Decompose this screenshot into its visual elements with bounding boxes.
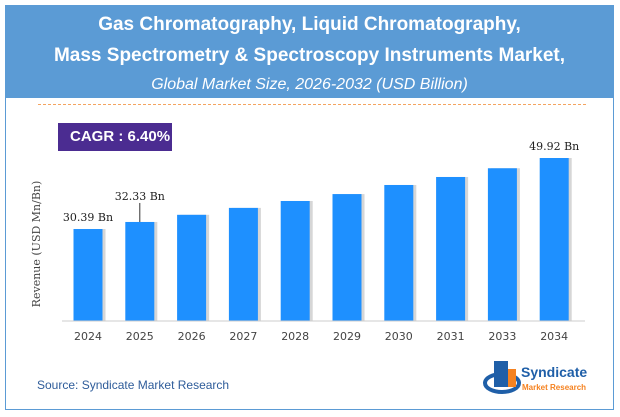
bar-2030 xyxy=(384,184,414,321)
x-tick-label: 2026 xyxy=(178,330,206,343)
logo-icon: Syndicate Market Research xyxy=(483,361,587,394)
data-label: 30.39 Bn xyxy=(63,211,113,224)
logo: Syndicate Market Research xyxy=(482,355,612,403)
source-text: Source: Syndicate Market Research xyxy=(37,378,230,392)
bar-2028 xyxy=(280,200,310,321)
title-line-1: Gas Chromatography, Liquid Chromatograph… xyxy=(98,14,521,35)
bar-2025 xyxy=(125,221,155,321)
header-banner: Gas Chromatography, Liquid Chromatograph… xyxy=(5,5,614,98)
bar-2026 xyxy=(177,214,207,321)
x-tick-label: 2033 xyxy=(488,330,516,343)
x-tick-label: 2031 xyxy=(437,330,465,343)
cagr-badge: CAGR : 6.40% xyxy=(58,123,172,151)
bar-2029 xyxy=(332,194,362,321)
x-tick-label: 2034 xyxy=(540,330,568,343)
x-tick-label: 2024 xyxy=(74,330,102,343)
x-tick-label: 2028 xyxy=(281,330,309,343)
y-axis-label: Revenue (USD Mn/Bn) xyxy=(30,181,43,308)
x-tick-label: 2030 xyxy=(385,330,413,343)
logo-tagline: Market Research xyxy=(522,383,586,392)
bar-2034 xyxy=(539,158,569,321)
logo-name: Syndicate xyxy=(521,364,587,380)
divider xyxy=(38,104,586,105)
bar-2033 xyxy=(487,168,517,321)
bar-2031 xyxy=(436,176,466,321)
x-tick-label: 2025 xyxy=(126,330,154,343)
x-tick-label: 2029 xyxy=(333,330,361,343)
bar-2024 xyxy=(73,229,103,321)
data-label: 49.92 Bn xyxy=(529,140,579,153)
bar-2027 xyxy=(228,207,258,321)
data-label: 32.33 Bn xyxy=(115,190,165,203)
subtitle: Global Market Size, 2026-2032 (USD Billi… xyxy=(151,76,468,93)
title-line-2: Mass Spectrometry & Spectroscopy Instrum… xyxy=(53,45,566,66)
x-tick-label: 2027 xyxy=(229,330,257,343)
